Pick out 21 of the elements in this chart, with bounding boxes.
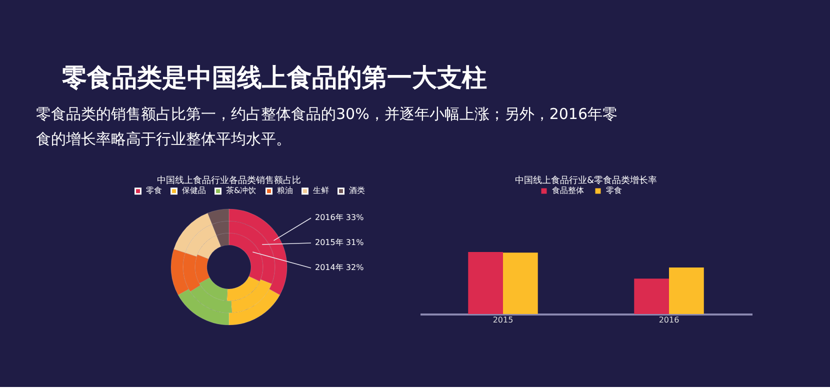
legend-label: 粮油 bbox=[277, 186, 293, 196]
legend-label: 茶&冲饮 bbox=[226, 186, 256, 196]
text: 2015年 31% bbox=[315, 238, 364, 247]
legend-label: 生鲜 bbox=[313, 186, 329, 196]
legend-label: 保健品 bbox=[182, 186, 206, 196]
x-tick-label: 2015 bbox=[492, 316, 514, 324]
bar bbox=[634, 278, 669, 314]
chart-title: 中国线上食品行业各品类销售额占比 bbox=[157, 175, 301, 186]
bar bbox=[503, 252, 538, 314]
legend-label: 食品整体 bbox=[552, 186, 584, 195]
text: 2016年 33% bbox=[315, 213, 364, 222]
text: 零食品类的销售额占比第一，约占整体食品的30%，并逐年小幅上涨；另外，2016年零食的增长率略高于行业整体平均水平。 bbox=[36, 105, 618, 148]
text: 2014年 32% bbox=[315, 263, 364, 272]
chart-title: 中国线上食品行业&零食品类增长率 bbox=[514, 175, 658, 186]
legend-label: 酒类 bbox=[349, 186, 365, 196]
legend-label: 零食 bbox=[146, 186, 162, 196]
bar bbox=[468, 252, 503, 314]
bar bbox=[669, 268, 704, 314]
x-tick-label: 2016 bbox=[658, 316, 680, 324]
legend-label: 零食 bbox=[606, 186, 622, 195]
text: 零食品类是中国线上食品的第一大支柱 bbox=[62, 63, 487, 92]
